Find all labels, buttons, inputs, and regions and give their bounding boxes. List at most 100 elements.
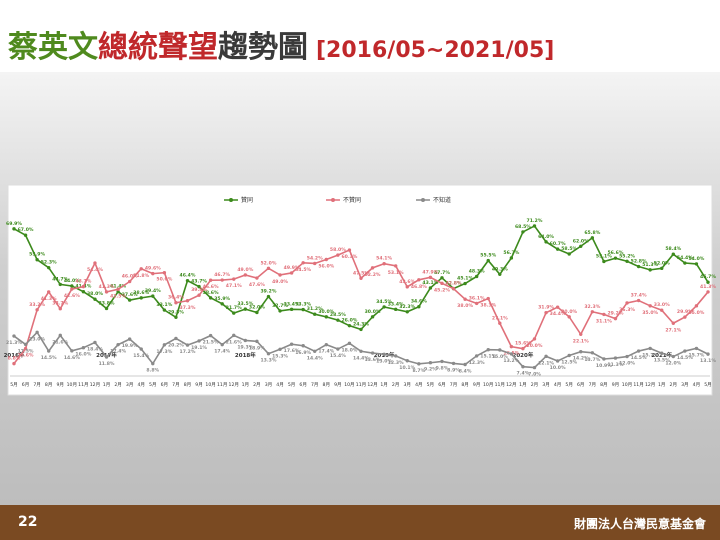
data-point <box>313 312 317 316</box>
data-point <box>336 253 340 257</box>
data-point <box>185 278 190 283</box>
x-tick-label: 9月 <box>57 382 65 388</box>
legend-marker <box>421 198 425 202</box>
legend-label: 不贊同 <box>343 196 361 204</box>
data-point <box>636 349 641 353</box>
x-tick-label: 4月 <box>554 382 562 388</box>
x-tick-label: 3月 <box>126 382 134 388</box>
data-label: 21.5% <box>203 340 219 346</box>
x-tick-label: 9月 <box>334 382 342 388</box>
x-tick-label: 5月 <box>565 382 573 388</box>
data-label: 7.0% <box>528 372 541 378</box>
data-point <box>151 361 155 366</box>
data-point <box>104 306 109 311</box>
data-label: 32.7% <box>272 303 288 309</box>
data-point <box>394 264 398 268</box>
x-tick-label: 7月 <box>311 382 319 388</box>
data-label: 18.9% <box>249 345 265 351</box>
data-label: 19.1% <box>191 345 207 351</box>
legend-label: 贊同 <box>241 196 253 204</box>
data-point <box>509 352 514 356</box>
data-point <box>243 338 248 343</box>
data-label: 64.0% <box>538 234 554 240</box>
data-point <box>81 284 86 289</box>
data-point <box>428 286 433 290</box>
x-tick-label: 3月 <box>542 382 550 388</box>
data-point <box>23 233 28 237</box>
data-point <box>104 355 109 359</box>
data-label: 46.4% <box>180 273 196 279</box>
data-label: 13.0% <box>376 358 392 364</box>
data-label: 10.1% <box>399 365 415 371</box>
data-label: 41.3% <box>41 296 57 302</box>
x-tick-label: 10月 <box>483 382 493 388</box>
legend-label: 不知道 <box>433 196 451 204</box>
x-tick-label: 2月 <box>670 382 678 388</box>
x-tick-label: 6月 <box>161 382 169 388</box>
data-point <box>81 290 86 294</box>
data-point <box>23 346 28 351</box>
data-label: 33.4% <box>388 301 404 307</box>
data-label: 16.0% <box>75 352 91 358</box>
data-point <box>359 327 363 332</box>
data-point <box>162 343 167 347</box>
data-point <box>555 359 560 363</box>
data-point <box>474 301 479 306</box>
data-label: 56.0% <box>318 264 334 270</box>
data-label: 9.2% <box>424 367 437 373</box>
data-label: 46.0% <box>122 274 138 280</box>
data-point <box>474 274 479 279</box>
data-point <box>93 261 97 265</box>
data-label: 17.4% <box>318 349 334 355</box>
data-point <box>35 258 39 262</box>
data-point <box>255 310 259 315</box>
data-label: 32.3% <box>584 304 600 310</box>
data-label: 45.2% <box>434 287 450 293</box>
data-label: 45.7% <box>700 274 716 280</box>
data-point <box>266 294 271 299</box>
data-point <box>324 315 328 319</box>
data-point <box>47 349 51 353</box>
data-label: 47.9% <box>422 269 438 275</box>
data-point <box>151 271 155 276</box>
data-label: 49.9% <box>284 265 300 271</box>
data-label: 15.7% <box>688 352 704 358</box>
data-point <box>498 348 502 352</box>
data-label: 51.8% <box>133 273 149 279</box>
data-label: 49.0% <box>272 279 288 285</box>
data-label: 29.2% <box>607 311 623 317</box>
data-label: 29.9% <box>677 309 693 315</box>
data-label: 56.6% <box>607 250 623 256</box>
data-label: 17.5% <box>18 348 34 354</box>
data-label: 34.4% <box>550 311 566 317</box>
data-point <box>532 337 537 341</box>
data-point <box>671 354 675 359</box>
data-point <box>544 240 548 244</box>
data-point <box>47 265 51 270</box>
data-point <box>208 278 213 282</box>
data-point <box>463 281 467 286</box>
data-label: 60.3% <box>341 254 357 260</box>
data-point <box>127 279 132 284</box>
x-tick-label: 9月 <box>612 382 620 388</box>
x-tick-label: 3月 <box>404 382 412 388</box>
legend-marker <box>331 198 335 202</box>
data-label: 33.8% <box>99 300 115 306</box>
data-point <box>301 261 305 265</box>
data-label: 41.3% <box>700 284 716 290</box>
data-label: 54.0% <box>688 256 704 262</box>
data-point <box>521 230 525 234</box>
data-point <box>70 287 74 291</box>
x-tick-label: 1月 <box>380 382 388 388</box>
data-point <box>58 333 62 338</box>
data-label: 53.1% <box>388 270 404 276</box>
data-label: 54.5% <box>295 267 311 273</box>
data-label: 54.4% <box>677 255 693 261</box>
x-tick-label: 2月 <box>253 382 261 388</box>
data-point <box>613 316 618 321</box>
data-label: 34.6% <box>411 299 427 305</box>
data-label: 15.7% <box>642 352 658 358</box>
data-point <box>185 343 190 347</box>
data-label: 46.7% <box>214 272 230 278</box>
data-point <box>324 257 328 262</box>
